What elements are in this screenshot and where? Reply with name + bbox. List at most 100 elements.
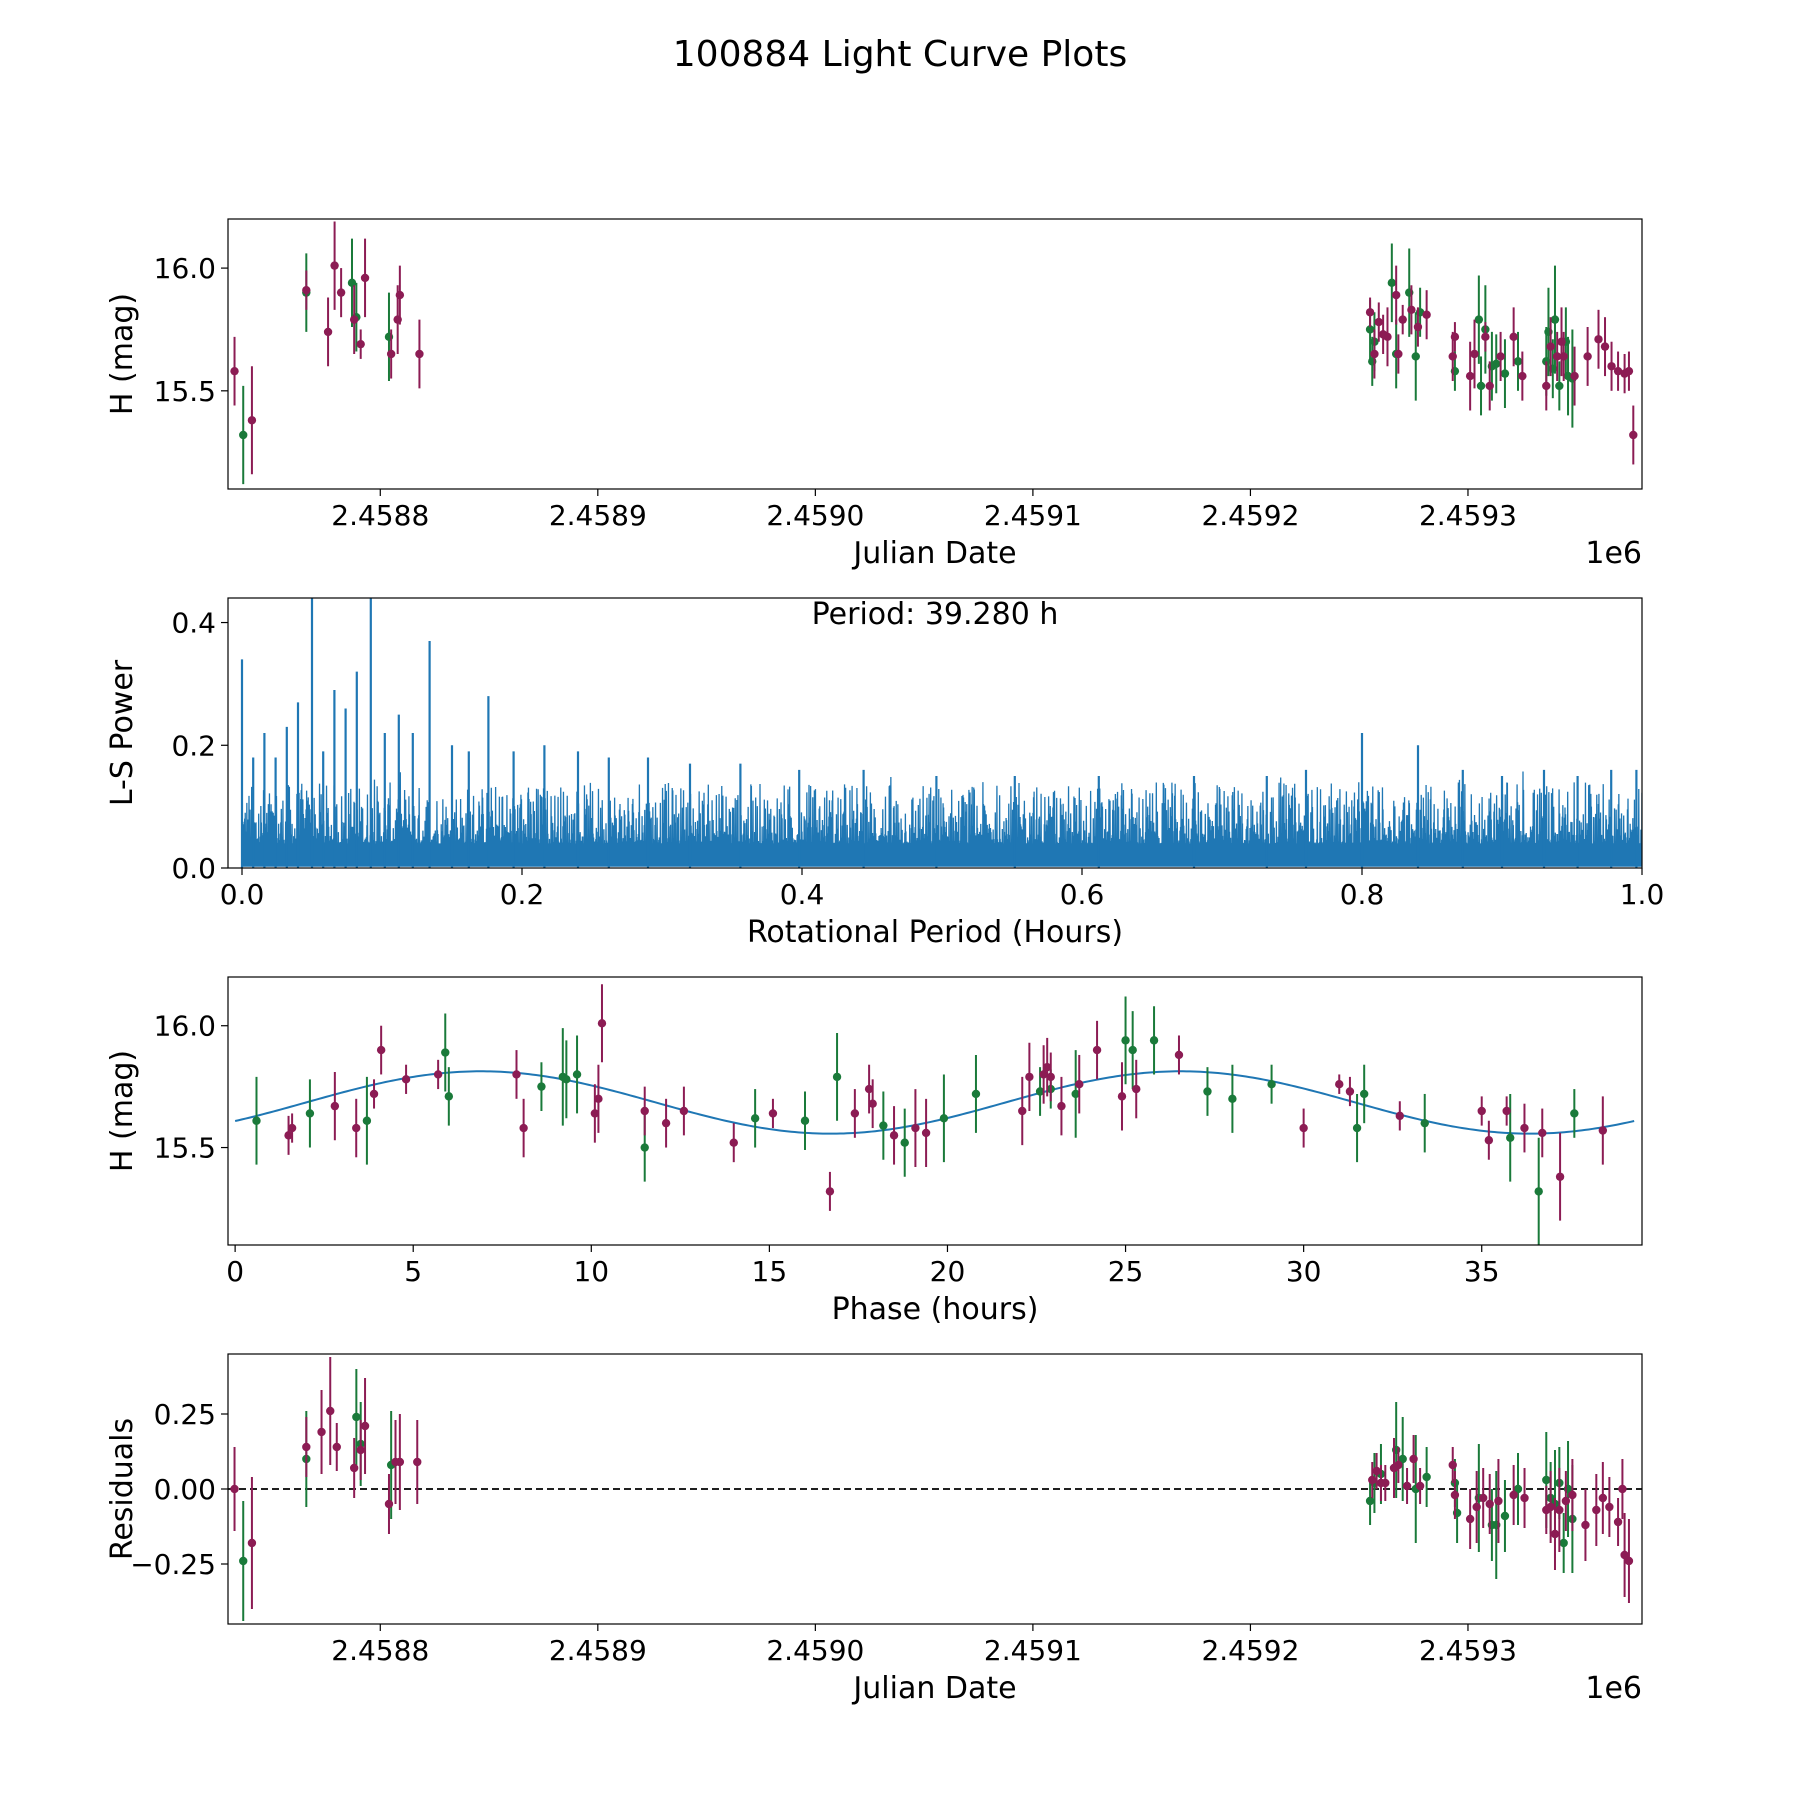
x-tick-label: 2.4593 xyxy=(1419,499,1517,532)
x-tick-label: 20 xyxy=(930,1255,966,1288)
g-band-point xyxy=(362,1116,372,1125)
g-band-point xyxy=(1474,315,1484,324)
g-band-point xyxy=(1555,381,1564,391)
g-band-point xyxy=(1513,357,1523,366)
o-band-point xyxy=(1465,1514,1475,1524)
phase-folded-panel: 0 5 10 15 20 25 30 35 15.5 16.0 Phase (hours) H (ma… xyxy=(105,976,1643,1327)
figure-title: 100884 Light Curve Plots xyxy=(673,34,1127,75)
o-band-point xyxy=(1465,371,1475,381)
o-band-point xyxy=(1620,1550,1629,1560)
o-band-point xyxy=(1485,1499,1494,1509)
o-band-point xyxy=(1518,371,1527,381)
o-band-point xyxy=(1624,366,1634,376)
y-tick-label: 16.0 xyxy=(154,1010,216,1043)
y-axis-label: H (mag) xyxy=(105,1050,140,1172)
y-tick-label: 16.0 xyxy=(154,252,216,285)
y-axis-label: L-S Power xyxy=(105,659,140,806)
o-band-point xyxy=(1132,1084,1141,1094)
o-band-point xyxy=(1600,342,1610,351)
g-band-point xyxy=(347,278,357,288)
data-layer xyxy=(240,598,1642,868)
g-band-point xyxy=(1411,352,1420,361)
x-tick-label: 1.0 xyxy=(1620,878,1665,911)
o-band-point xyxy=(247,1538,257,1548)
o-band-point xyxy=(889,1131,899,1140)
x-tick-label: 2.4590 xyxy=(766,1634,864,1667)
o-band-point xyxy=(230,366,239,376)
o-band-point xyxy=(911,1123,920,1133)
o-band-point xyxy=(1370,349,1379,359)
o-band-point xyxy=(349,315,359,324)
g-band-point xyxy=(305,1109,315,1118)
o-band-point xyxy=(1520,1123,1529,1133)
o-band-point xyxy=(1559,352,1568,361)
o-band-point xyxy=(1494,1496,1503,1506)
axes-frame xyxy=(227,597,1643,869)
g-band-point xyxy=(1365,1496,1375,1506)
o-band-point xyxy=(1448,1460,1457,1470)
g-band-point xyxy=(1359,1089,1369,1099)
o-band-point xyxy=(1398,315,1407,324)
y-axis-label: H (mag) xyxy=(105,293,140,415)
x-tick-label: 2.4593 xyxy=(1419,1634,1517,1667)
o-band-point xyxy=(1394,349,1403,359)
o-band-point xyxy=(413,1457,422,1467)
periodogram-panel: 0.0 0.2 0.4 0.6 0.8 1.0 0.0 0.2 0.4 Rotational Pe… xyxy=(105,597,1664,950)
o-band-point xyxy=(1092,1045,1102,1055)
o-band-point xyxy=(1042,1062,1052,1072)
x-tick-label: 25 xyxy=(1108,1255,1144,1288)
g-band-point xyxy=(1228,1094,1237,1104)
axes-frame xyxy=(227,218,1643,490)
o-band-point xyxy=(519,1123,528,1133)
o-band-point xyxy=(433,1070,443,1079)
o-band-point xyxy=(1509,332,1518,342)
g-band-point xyxy=(1071,1089,1080,1099)
o-band-point xyxy=(1039,1070,1048,1079)
x-tick-label: 2.4590 xyxy=(766,499,864,532)
o-band-point xyxy=(1368,1475,1377,1485)
o-band-point xyxy=(1402,1481,1412,1491)
x-tick-label: 0.0 xyxy=(220,878,265,911)
o-band-point xyxy=(1568,1490,1577,1500)
o-band-point xyxy=(1485,381,1494,391)
y-tick-label: 0.0 xyxy=(171,852,216,885)
o-band-point xyxy=(1607,362,1616,371)
o-band-point xyxy=(386,349,396,359)
g-band-point xyxy=(1352,1123,1362,1133)
residuals-panel: 2.4588 2.4589 2.4590 2.4591 2.4592 2.4593 −0.2… xyxy=(105,1353,1643,1706)
g-band-point xyxy=(1203,1087,1212,1096)
o-band-point xyxy=(356,339,365,349)
o-band-point xyxy=(825,1187,835,1196)
o-band-point xyxy=(395,290,405,300)
o-band-point xyxy=(1174,1050,1184,1060)
axes-frame xyxy=(227,976,1643,1246)
o-band-point xyxy=(369,1089,379,1099)
o-band-point xyxy=(850,1109,860,1118)
o-band-point xyxy=(1413,322,1423,332)
o-band-point xyxy=(356,1445,365,1455)
g-band-point xyxy=(562,1075,571,1084)
o-band-point xyxy=(1383,332,1392,342)
period-annotation: Period: 39.280 h xyxy=(812,597,1059,632)
y-tick-label: −0.25 xyxy=(130,1548,216,1581)
o-band-point xyxy=(230,1484,239,1494)
o-band-point xyxy=(1450,1490,1460,1500)
o-band-point xyxy=(868,1099,877,1108)
periodogram-line xyxy=(241,771,1642,867)
o-band-point xyxy=(360,273,370,283)
data-layer xyxy=(252,984,1608,1245)
o-band-point xyxy=(1345,1087,1355,1096)
o-band-point xyxy=(1618,1484,1627,1494)
x-axis-label: Phase (hours) xyxy=(832,1292,1039,1327)
y-axis-label: Residuals xyxy=(105,1418,140,1560)
o-band-point xyxy=(1335,1080,1344,1089)
o-band-point xyxy=(1550,1529,1560,1539)
o-band-point xyxy=(1395,1111,1405,1121)
g-band-point xyxy=(1398,1454,1407,1464)
x-tick-label: 2.4588 xyxy=(331,1634,429,1667)
o-band-point xyxy=(1552,352,1562,361)
g-band-point xyxy=(239,1556,248,1566)
g-band-point xyxy=(1035,1087,1045,1096)
